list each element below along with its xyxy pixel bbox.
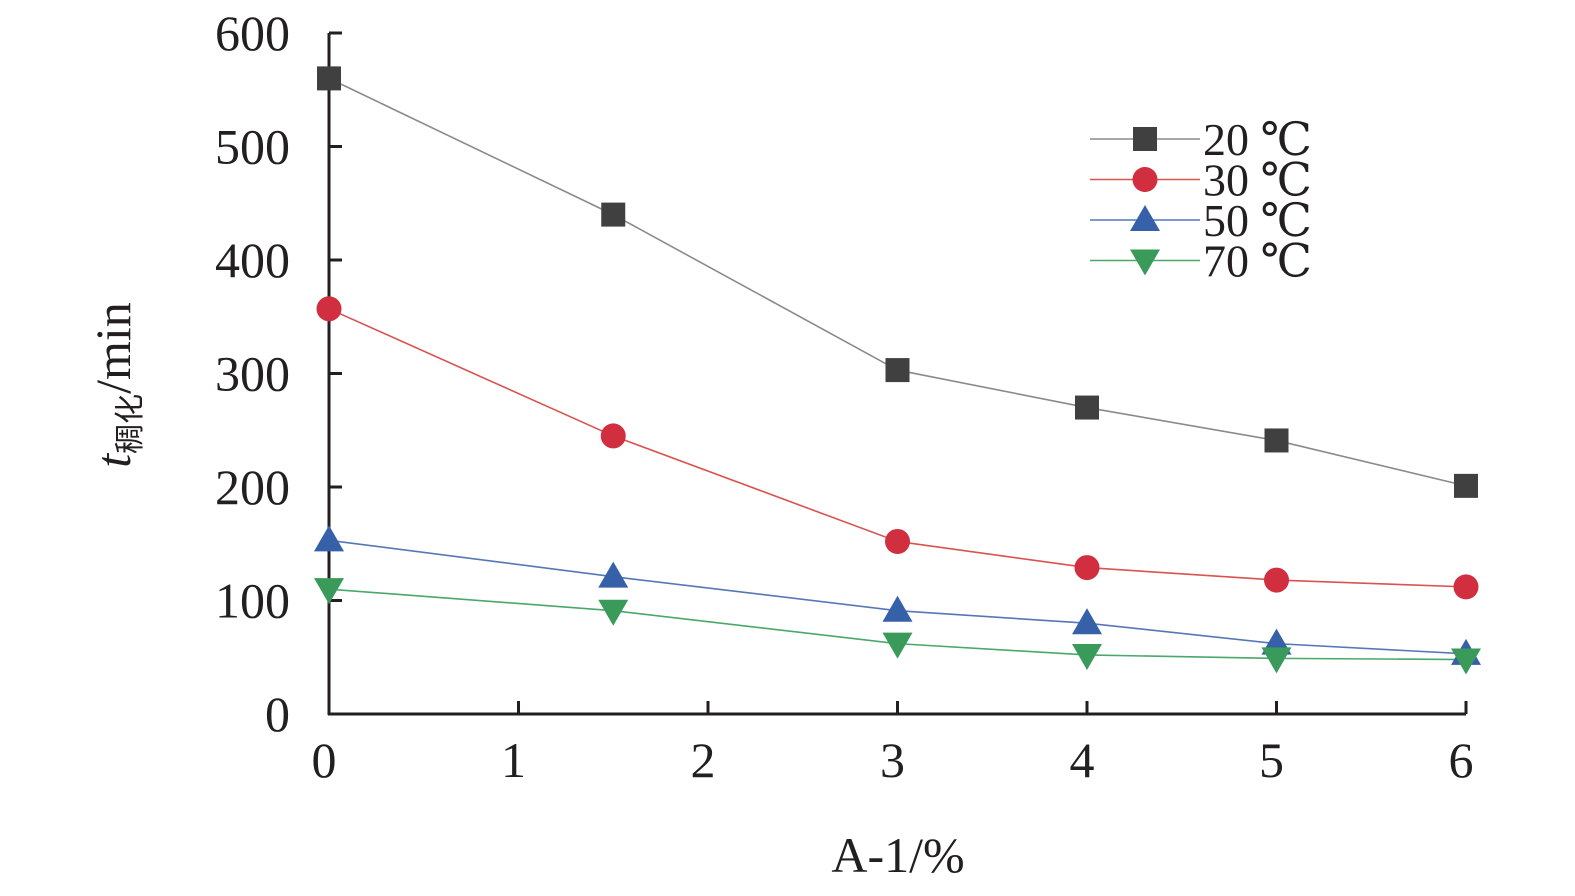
legend-label-0: 20 ℃ xyxy=(1203,114,1312,165)
data-point-3 xyxy=(314,578,344,605)
x-tick-label: 5 xyxy=(1259,732,1284,788)
y-axis-title: t稠化/min xyxy=(85,302,148,468)
y-tick-label: 600 xyxy=(215,5,290,61)
data-point-2 xyxy=(598,561,629,588)
data-point-3 xyxy=(1072,643,1102,670)
legend-marker-3 xyxy=(1130,249,1160,276)
legend-marker-0 xyxy=(1133,127,1157,151)
y-axis-title-subscript: 稠化 xyxy=(113,394,148,454)
legend: 20 ℃30 ℃50 ℃70 ℃ xyxy=(1090,114,1312,287)
data-point-3 xyxy=(1261,647,1292,674)
data-point-2 xyxy=(1072,608,1102,635)
x-tick-label: 1 xyxy=(501,732,526,788)
y-tick-label: 200 xyxy=(215,459,290,515)
series-line-1 xyxy=(328,308,1467,588)
y-tick-label: 300 xyxy=(215,346,290,402)
y-axis-title-unit: /min xyxy=(85,302,141,394)
axes: 0 100 200 300 400 500 600 0 1 2 3 4 5 6 xyxy=(215,5,1474,788)
x-tick-label: 4 xyxy=(1070,732,1095,788)
data-point-1 xyxy=(1453,574,1479,600)
data-point-1 xyxy=(1074,555,1100,581)
data-point-0 xyxy=(601,202,626,227)
y-tick-label: 400 xyxy=(215,232,290,288)
data-point-0 xyxy=(317,66,341,91)
legend-label-2: 50 ℃ xyxy=(1203,195,1312,246)
y-axis-title-symbol: t xyxy=(85,453,141,468)
series-lines xyxy=(328,77,1467,661)
legend-marker-1 xyxy=(1132,167,1158,192)
data-point-0 xyxy=(1075,395,1099,420)
data-point-1 xyxy=(885,528,910,554)
x-axis-title: A-1/% xyxy=(831,827,964,883)
series-line-2 xyxy=(328,539,1467,655)
legend-label-1: 30 ℃ xyxy=(1203,155,1312,206)
data-point-2 xyxy=(882,595,913,622)
legend-marker-2 xyxy=(1130,205,1160,231)
x-tick-label: 2 xyxy=(691,732,716,788)
y-tick-label: 0 xyxy=(265,686,290,742)
data-point-3 xyxy=(1451,648,1481,675)
y-tick-label: 500 xyxy=(215,119,290,175)
data-point-1 xyxy=(600,423,626,449)
y-tick-label: 100 xyxy=(215,573,290,629)
x-tick-label: 0 xyxy=(312,732,337,788)
data-point-0 xyxy=(1454,473,1478,498)
data-point-3 xyxy=(882,632,913,659)
x-tick-label: 3 xyxy=(880,732,905,788)
data-point-0 xyxy=(1264,428,1289,453)
data-point-2 xyxy=(314,525,344,552)
data-point-3 xyxy=(598,599,629,626)
data-point-0 xyxy=(885,358,910,383)
legend-label-3: 70 ℃ xyxy=(1203,236,1312,287)
series-line-0 xyxy=(328,77,1467,487)
data-point-1 xyxy=(316,296,342,322)
x-tick-label: 6 xyxy=(1449,732,1474,788)
data-point-1 xyxy=(1264,567,1289,593)
series-line-3 xyxy=(328,588,1467,661)
series-markers xyxy=(314,66,1481,675)
